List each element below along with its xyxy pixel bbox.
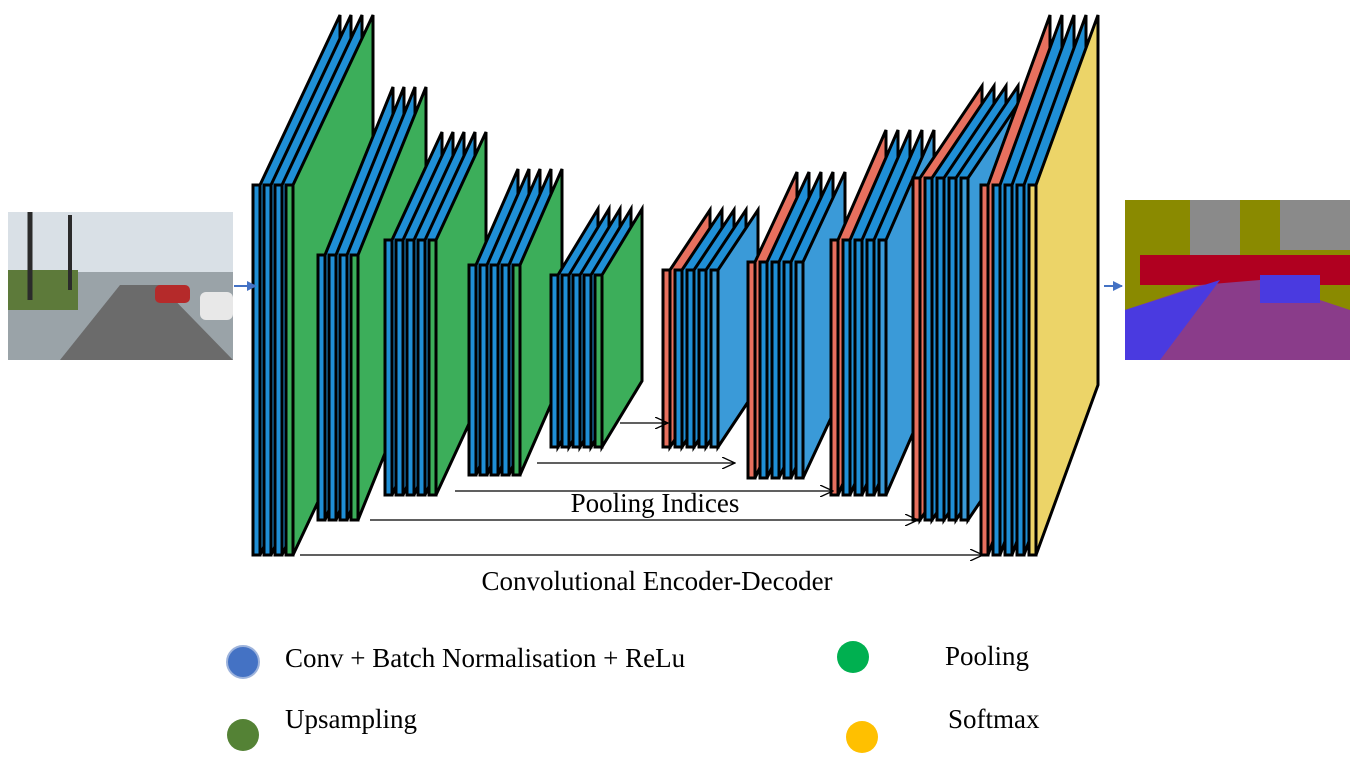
- layer-edge: [663, 270, 670, 447]
- layer-edge: [843, 240, 850, 495]
- layer-edge: [855, 240, 862, 495]
- layer-edge: [925, 178, 932, 520]
- layer-edge: [480, 265, 487, 475]
- layer-edge: [573, 275, 580, 447]
- layer-edge: [760, 262, 767, 478]
- legend-swatch: [227, 646, 259, 678]
- layer-edge: [711, 270, 718, 447]
- layer-edge: [831, 240, 838, 495]
- legend-swatch: [227, 719, 259, 751]
- layer-edge: [340, 255, 347, 520]
- layer-edge: [584, 275, 591, 447]
- layer-edge: [937, 178, 944, 520]
- layer-edge: [949, 178, 956, 520]
- legend-swatch: [846, 721, 878, 753]
- layer-edge: [275, 185, 282, 555]
- legend-swatch: [837, 641, 869, 673]
- diagram: Pooling Indices Convolutional Encoder-De…: [0, 0, 1354, 754]
- layer-edge: [551, 275, 558, 447]
- layer-edge: [491, 265, 498, 475]
- layer-edge: [879, 240, 886, 495]
- layer-edge: [502, 265, 509, 475]
- layer-edge: [329, 255, 336, 520]
- layer-edge: [385, 240, 392, 495]
- layer-edge: [961, 178, 968, 520]
- legend-label: Conv + Batch Normalisation + ReLu: [285, 643, 686, 673]
- layer-edge: [687, 270, 694, 447]
- legend-label: Pooling: [945, 641, 1029, 671]
- layer-edge: [396, 240, 403, 495]
- layer-edge: [595, 275, 602, 447]
- layer-edge: [407, 240, 414, 495]
- layer-edge: [981, 185, 988, 555]
- layer-edge: [469, 265, 476, 475]
- pooling-indices-label: Pooling Indices: [571, 488, 740, 518]
- layer-edge: [513, 265, 520, 475]
- layer-edge: [772, 262, 779, 478]
- layer-edge: [429, 240, 436, 495]
- layer-edge: [913, 178, 920, 520]
- layer-edge: [351, 255, 358, 520]
- layer-edge: [784, 262, 791, 478]
- layer-edge: [867, 240, 874, 495]
- layer-edge: [264, 185, 271, 555]
- layer-edge: [993, 185, 1000, 555]
- layers: [253, 15, 1098, 555]
- layer-edge: [418, 240, 425, 495]
- layer-edge: [1005, 185, 1012, 555]
- layer-edge: [253, 185, 260, 555]
- input-image: [8, 212, 233, 360]
- layer-edge: [699, 270, 706, 447]
- layer-edge: [1017, 185, 1024, 555]
- layer-edge: [1029, 185, 1036, 555]
- legend-label: Softmax: [948, 704, 1040, 734]
- output-segmentation: [1125, 200, 1350, 360]
- layer-edge: [675, 270, 682, 447]
- layer-edge: [318, 255, 325, 520]
- layer-edge: [286, 185, 293, 555]
- caption: Convolutional Encoder-Decoder: [481, 566, 832, 596]
- legend-label: Upsampling: [285, 704, 417, 734]
- layer-edge: [562, 275, 569, 447]
- layer-edge: [748, 262, 755, 478]
- layer-edge: [796, 262, 803, 478]
